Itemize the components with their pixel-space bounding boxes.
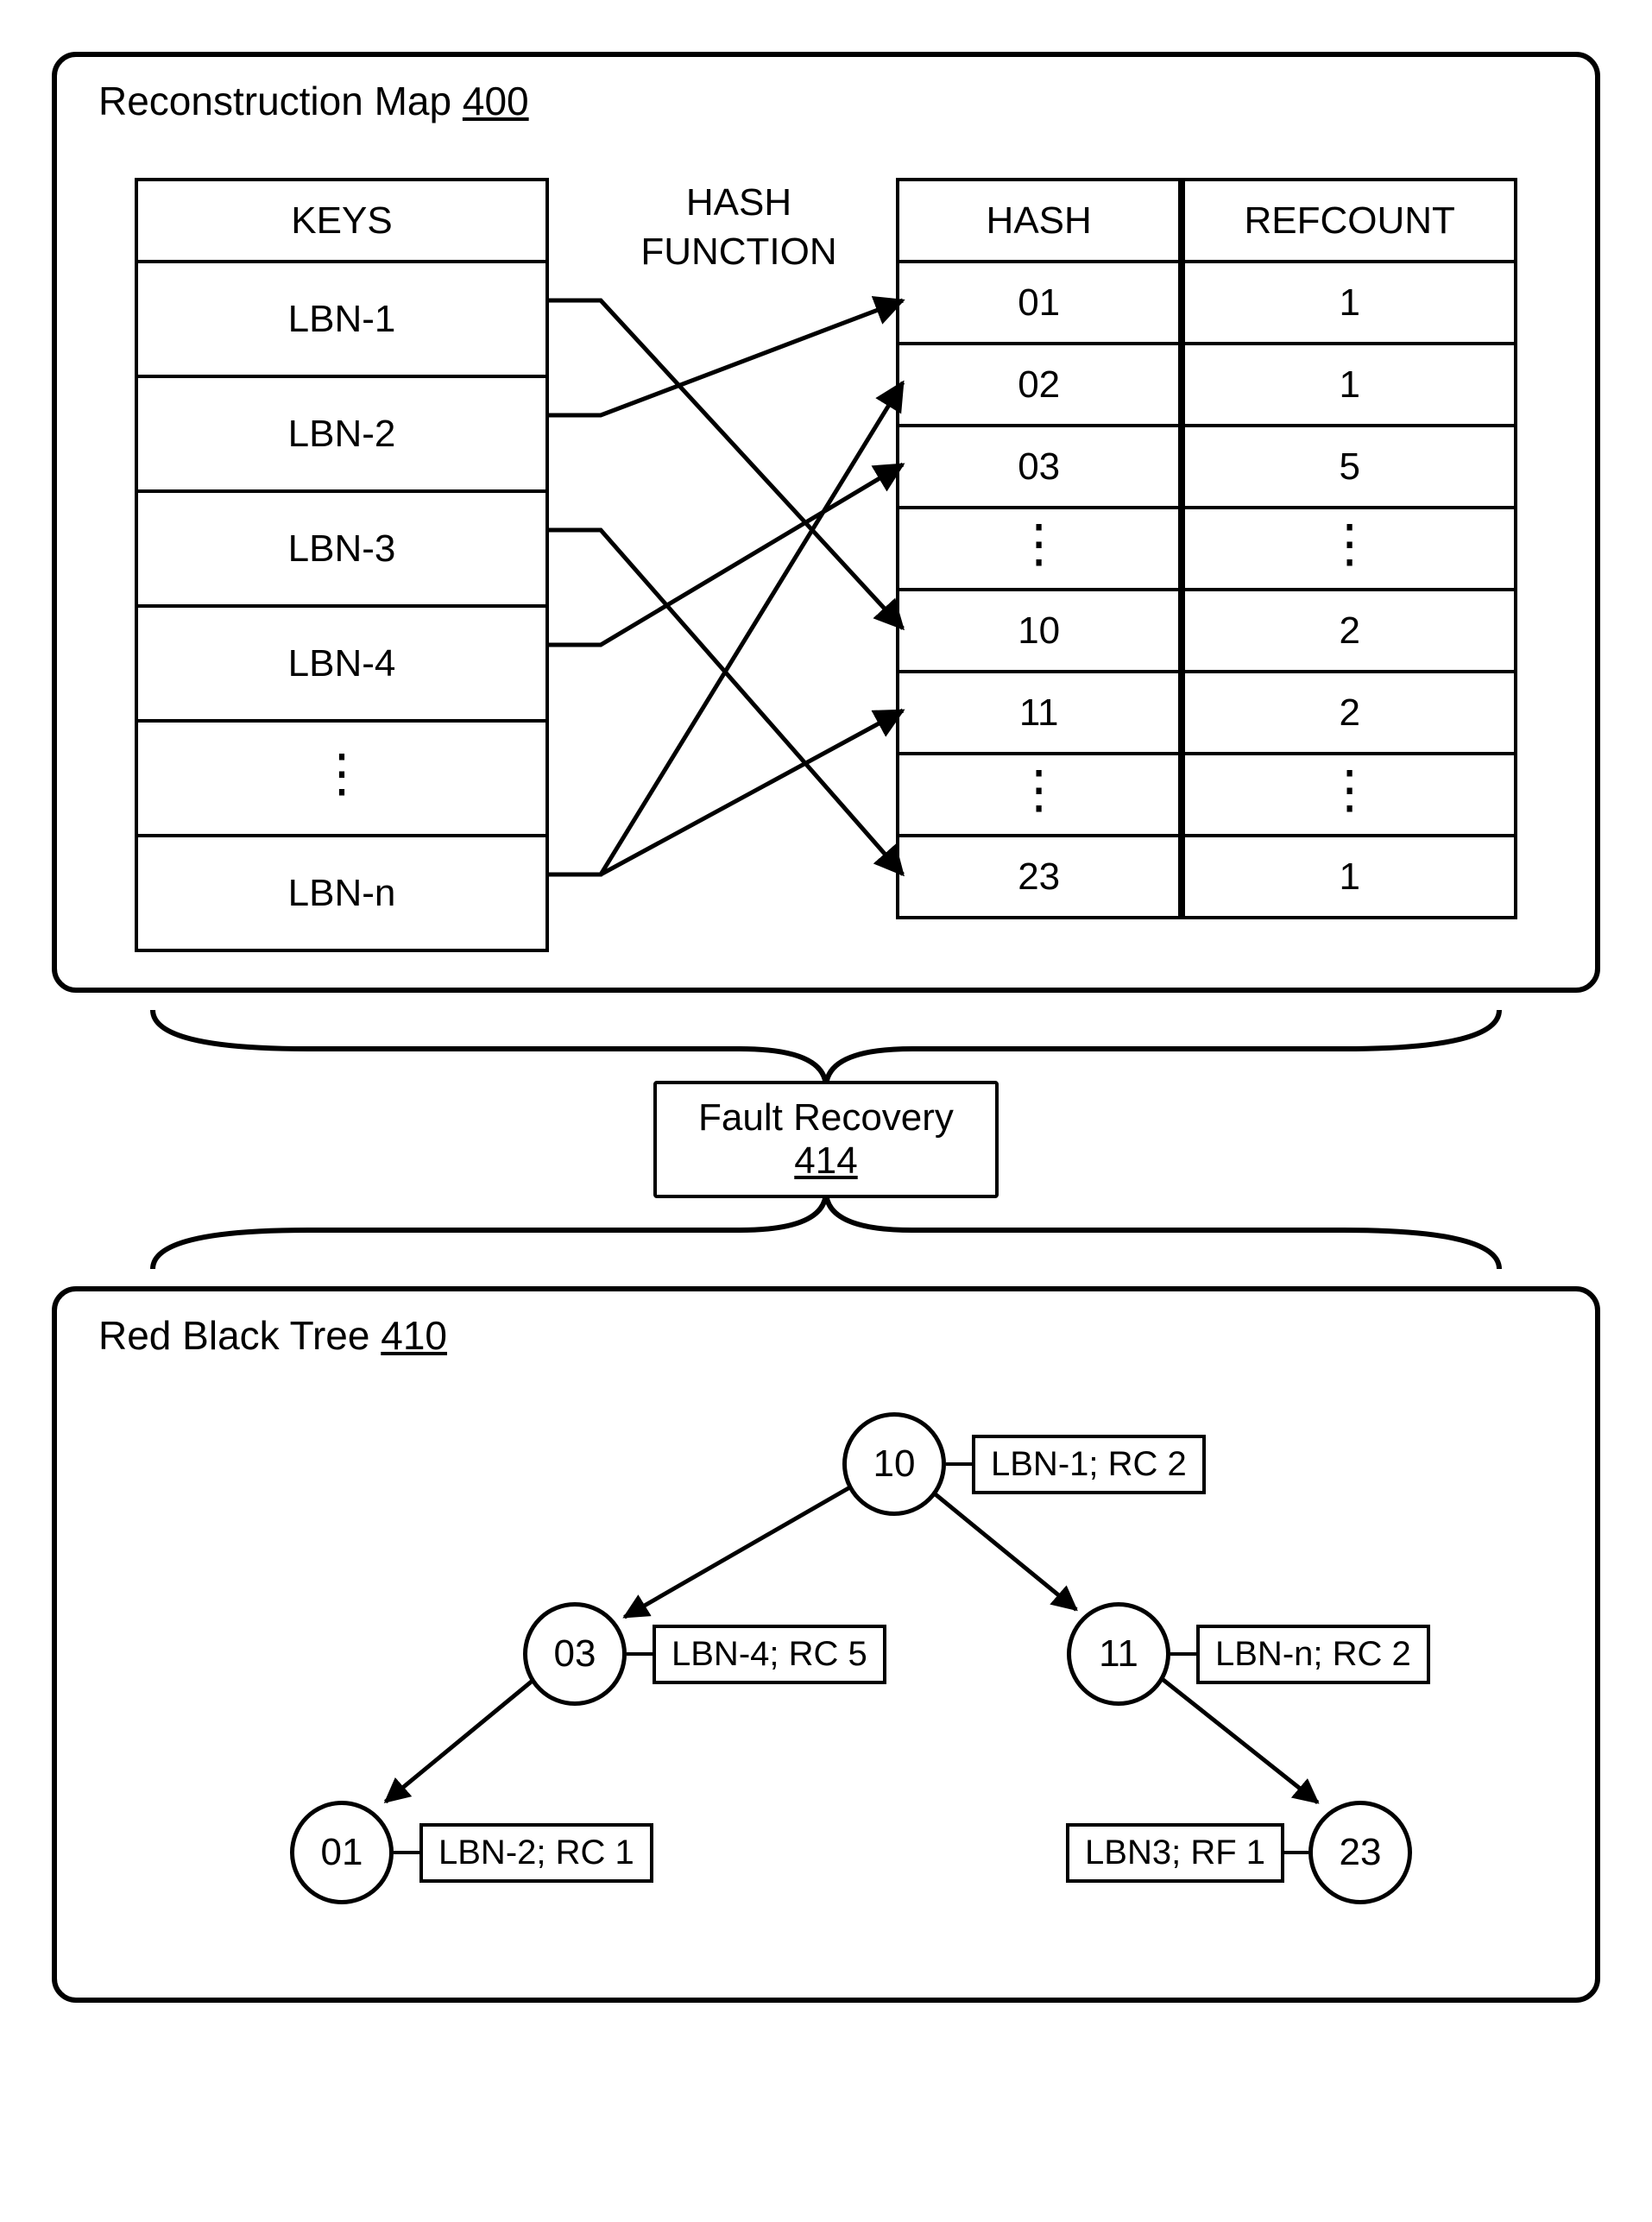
- reconstruction-map-title: Reconstruction Map 400: [98, 78, 529, 124]
- tree-node: 01: [290, 1801, 394, 1904]
- hash-cell: 01: [898, 262, 1182, 344]
- hash-arrow: [549, 530, 903, 874]
- tree-node-connector: [946, 1462, 972, 1466]
- keys-table: KEYSLBN-1LBN-2LBN-3LBN-4⋮LBN-n: [135, 178, 549, 952]
- keys-row: LBN-2: [136, 376, 547, 491]
- refcount-cell: 1: [1182, 262, 1516, 344]
- red-black-tree-box: Red Black Tree 410 10 LBN-1; RC 2 03 LBN-4;…: [52, 1286, 1600, 2003]
- tree-node-connector: [1170, 1652, 1196, 1656]
- fault-recovery-label: Fault Recovery: [698, 1096, 954, 1139]
- keys-row: ⋮: [136, 721, 547, 836]
- hash-cell: 03: [898, 426, 1182, 508]
- red-black-tree-title-text: Red Black Tree: [98, 1313, 381, 1358]
- hash-arrow: [549, 710, 903, 874]
- refcount-cell: ⋮: [1182, 508, 1516, 590]
- keys-row: LBN-4: [136, 606, 547, 721]
- refcount-cell: 5: [1182, 426, 1516, 508]
- fault-recovery-num: 414: [794, 1139, 857, 1182]
- tree-stage: 10 LBN-1; RC 2 03 LBN-4; RC 5 11 LBN-n; RC 2 0…: [91, 1378, 1561, 1963]
- refcount-header: REFCOUNT: [1182, 180, 1516, 262]
- hash-arrows: [549, 260, 911, 925]
- tree-node-label: LBN-4; RC 5: [653, 1625, 886, 1684]
- hash-arrow: [549, 382, 903, 874]
- hash-arrow: [549, 300, 903, 415]
- reconstruction-map-box: Reconstruction Map 400 HASH FUNCTION KEY…: [52, 52, 1600, 993]
- tree-node-label: LBN3; RF 1: [1066, 1823, 1284, 1883]
- hash-arrow: [549, 464, 903, 645]
- red-black-tree-title: Red Black Tree 410: [98, 1312, 447, 1359]
- tree-node: 03: [523, 1602, 627, 1706]
- refcount-cell: 2: [1182, 590, 1516, 672]
- refcount-cell: ⋮: [1182, 754, 1516, 836]
- reconstruction-map-title-num: 400: [463, 79, 529, 123]
- tree-node: 11: [1067, 1602, 1170, 1706]
- hash-cell: 23: [898, 836, 1182, 918]
- tree-node-label: LBN-n; RC 2: [1196, 1625, 1430, 1684]
- hash-arrow: [549, 300, 903, 628]
- reconstruction-map-title-text: Reconstruction Map: [98, 79, 463, 123]
- hash-cell: ⋮: [898, 754, 1182, 836]
- keys-row: LBN-1: [136, 262, 547, 376]
- keys-header: KEYS: [136, 180, 547, 262]
- hash-cell: 11: [898, 672, 1182, 754]
- reconstruction-map-content: HASH FUNCTION KEYSLBN-1LBN-2LBN-3LBN-4⋮L…: [135, 178, 1517, 927]
- tree-node: 23: [1308, 1801, 1412, 1904]
- keys-row: LBN-3: [136, 491, 547, 606]
- tree-node-connector: [1283, 1851, 1308, 1854]
- hash-cell: 10: [898, 590, 1182, 672]
- tree-edge: [386, 1678, 536, 1802]
- tree-node-connector: [627, 1652, 653, 1656]
- hash-table: HASHREFCOUNT011021035⋮⋮102112⋮⋮231: [896, 178, 1517, 919]
- hash-header: HASH: [898, 180, 1182, 262]
- keys-row: LBN-n: [136, 836, 547, 950]
- tree-node-label: LBN-1; RC 2: [972, 1435, 1206, 1494]
- red-black-tree-title-num: 410: [381, 1313, 447, 1358]
- tree-edge: [935, 1493, 1076, 1609]
- fault-recovery-box: Fault Recovery 414: [653, 1081, 999, 1198]
- tree-node-connector: [394, 1851, 419, 1854]
- tree-node-label: LBN-2; RC 1: [419, 1823, 653, 1883]
- tree-node: 10: [842, 1412, 946, 1516]
- hash-function-label-line1: HASH: [686, 181, 791, 224]
- hash-cell: 02: [898, 344, 1182, 426]
- hash-cell: ⋮: [898, 508, 1182, 590]
- refcount-cell: 1: [1182, 836, 1516, 918]
- tree-edge: [1160, 1677, 1318, 1802]
- tree-edge: [624, 1487, 850, 1618]
- refcount-cell: 2: [1182, 672, 1516, 754]
- refcount-cell: 1: [1182, 344, 1516, 426]
